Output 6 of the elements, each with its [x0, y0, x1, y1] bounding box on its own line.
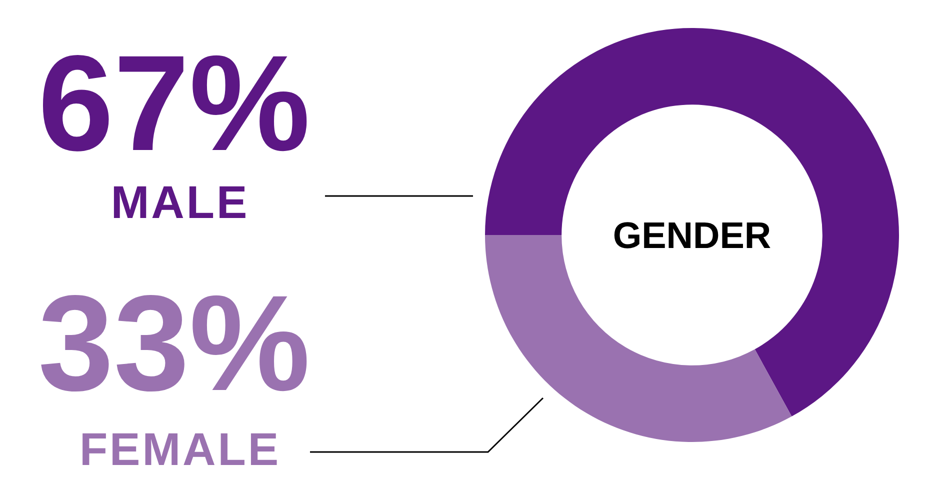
slice-label: FEMALE: [79, 423, 281, 475]
donut-slice: [485, 28, 899, 416]
data-label: 67%: [38, 27, 310, 179]
slice-label: MALE: [110, 176, 250, 228]
data-label: 33%: [38, 267, 310, 419]
text: GENDER: [612, 214, 772, 256]
